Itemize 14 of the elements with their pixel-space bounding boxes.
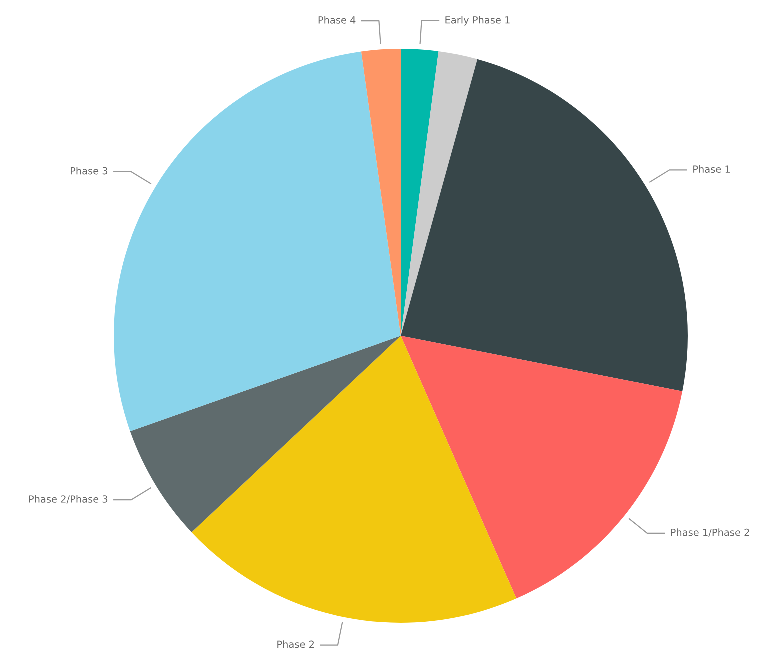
pie-slice	[361, 49, 401, 336]
pie-slice	[130, 336, 401, 532]
slice-label: Phase 1	[694, 166, 730, 174]
pie-slice	[401, 59, 688, 392]
slice-label: Phase 3	[70, 167, 108, 175]
pie-slice	[401, 51, 478, 336]
pie-slice	[114, 52, 401, 432]
slice-label: Phase 4	[318, 16, 356, 24]
slice-label: Early Phase 1	[446, 16, 510, 26]
slice-label: Phase 2	[278, 640, 314, 648]
pie-slice	[401, 49, 439, 336]
pie-slice	[192, 336, 517, 623]
slice-label: Phase 1/Phase 2	[671, 528, 750, 537]
slice-label: Phase 2/Phase 3	[29, 495, 108, 504]
